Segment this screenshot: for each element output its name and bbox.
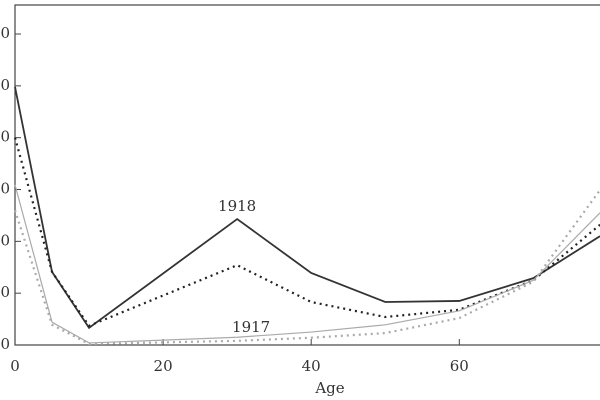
x-tick-label: 40 [302, 357, 321, 375]
plot-frame [14, 4, 600, 346]
series-line [14, 86, 600, 330]
y-tick-label: 20 [0, 231, 10, 249]
series-line [14, 184, 600, 344]
x-tick-label: 60 [450, 357, 469, 375]
series-label: 1917 [232, 318, 270, 336]
x-tick-label: 20 [154, 357, 173, 375]
y-tick-label: 30 [0, 180, 10, 198]
y-tick-label: 60 [0, 24, 10, 42]
series-label: 1918 [218, 197, 256, 215]
y-tick-label: 0 [0, 335, 10, 353]
series-line [13, 137, 600, 328]
y-tick-label: 50 [0, 76, 10, 94]
y-tick-label: 40 [0, 128, 10, 146]
y-tick-label: 10 [0, 283, 10, 301]
series-line [13, 189, 600, 346]
x-tick-label: 0 [10, 357, 20, 375]
x-axis-label: Age [314, 379, 344, 397]
